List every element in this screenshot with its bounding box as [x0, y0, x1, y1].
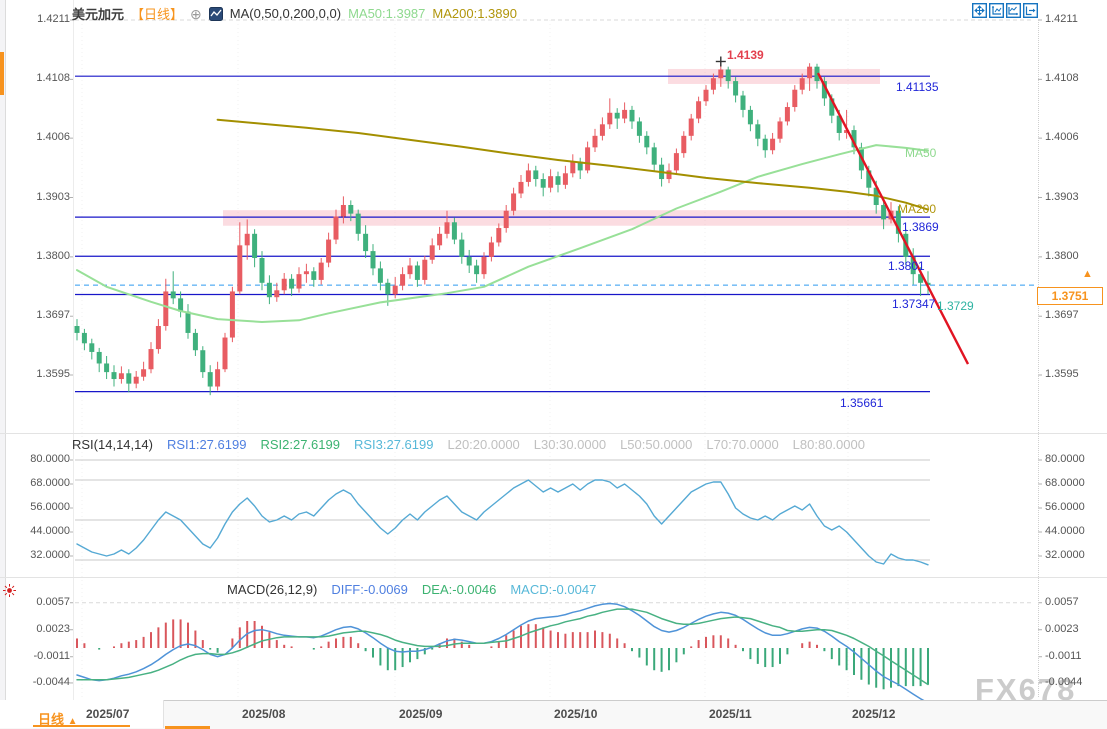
current-price-badge: 1.3751 [1037, 287, 1103, 305]
axis-label: 1.4108 [36, 72, 70, 85]
axis-label: -0.0011 [1045, 649, 1082, 662]
rsi2-value-label: RSI2:27.6199 [260, 437, 340, 452]
time-axis-label: 2025/09 [399, 707, 443, 721]
axis-label: 1.3595 [36, 368, 70, 380]
rsi-level-label: L70:70.0000 [706, 437, 779, 452]
price-marker-arrow-icon: ▲ [1082, 268, 1093, 280]
axis-label: 56.0000 [1045, 501, 1085, 513]
axis-label: 1.3800 [36, 249, 70, 262]
axis-label: 1.3800 [1045, 249, 1079, 262]
left-scroll-thumb[interactable] [0, 52, 4, 95]
axis-label: 1.3595 [1045, 368, 1079, 380]
rsi-level-label: L50:50.0000 [620, 437, 693, 452]
chart-type-icon[interactable] [208, 6, 223, 21]
price-axis-border [73, 0, 74, 700]
rsi-level-label: L20:20.0000 [447, 437, 520, 452]
period-label: 【日线】 [131, 7, 184, 22]
axis-label: 1.4006 [1045, 131, 1079, 144]
period-tab-underline [33, 725, 130, 727]
axis-label: 44.0000 [1045, 525, 1085, 537]
time-axis-label: 2025/10 [554, 707, 598, 721]
price-level-label: 1.41135 [896, 80, 939, 94]
panel-separator-macd [0, 577, 1107, 578]
rsi-level-labels: L20:20.0000 L30:30.0000 L50:50.0000 L70:70.… [447, 437, 864, 452]
chart-toolbar [972, 3, 1038, 18]
horizontal-scrollbar-thumb[interactable] [165, 726, 210, 729]
price-level-label: 1.4139 [727, 48, 764, 62]
diff-value-label: DIFF:-0.0069 [331, 582, 408, 597]
time-axis-bar [0, 700, 1107, 729]
axis-label: 80.0000 [1045, 453, 1085, 465]
macd-indicator-header: MACD(26,12,9) DIFF:-0.0069 DEA:-0.0046 M… [227, 582, 596, 597]
macd-value-label: MACD:-0.0047 [510, 582, 597, 597]
rsi-level-label: L30:30.0000 [533, 437, 607, 452]
price-level-label: MA200 [898, 202, 937, 216]
price-level-label: 1.37347 [892, 297, 936, 311]
time-axis-label: 2025/08 [242, 707, 286, 721]
time-axis-label: 2025/12 [852, 707, 896, 721]
price-axis-chart-icon[interactable] [989, 3, 1004, 18]
rsi3-value-label: RSI3:27.6199 [353, 437, 434, 452]
axis-label: 1.4108 [1045, 72, 1079, 85]
axis-label: 32.0000 [30, 549, 70, 561]
macd-name-label: MACD(26,12,9) [227, 582, 318, 597]
axis-label: 0.0023 [36, 622, 70, 635]
price-level-label: 1.35661 [840, 396, 884, 410]
axis-label: -0.0011 [33, 649, 71, 662]
axis-label: 1.3903 [36, 190, 70, 203]
rsi-level-label: L80:80.0000 [792, 437, 865, 452]
axis-label: 0.0023 [1045, 622, 1079, 635]
left-scroll-strip [0, 0, 6, 700]
time-axis-label: 2025/11 [709, 707, 752, 721]
axis-label: 1.3697 [1045, 309, 1079, 322]
rsi1-value-label: RSI1:27.6199 [166, 437, 247, 452]
axis-label: 1.4211 [37, 13, 70, 25]
axis-label: 0.0057 [1045, 595, 1079, 608]
axis-label: 44.0000 [30, 525, 70, 537]
symbol-name: 美元加元 [72, 7, 125, 22]
axis-label: 1.3697 [36, 309, 70, 322]
axis-label: 0.0057 [36, 595, 70, 608]
ma-settings-label: MA(0,50,0,200,0,0) [229, 6, 342, 21]
axis-label: 68.0000 [1045, 477, 1085, 489]
ma200-value-label: MA200:1.3890 [432, 6, 517, 21]
axis-label: 56.0000 [30, 501, 70, 513]
period-tab-daily[interactable]: 日线 ▲ [38, 712, 78, 727]
export-chart-icon[interactable] [1023, 3, 1038, 18]
ma50-value-label: MA50:1.3987 [348, 6, 426, 21]
axis-label: 1.4006 [36, 131, 70, 144]
axis-label: 1.4211 [1045, 13, 1078, 25]
chart-header: 美元加元 【日线】 ⊕ MA(0,50,0,200,0,0) MA50:1.39… [72, 4, 517, 23]
macd-indicator-icon[interactable] [2, 583, 17, 598]
dea-value-label: DEA:-0.0046 [421, 582, 497, 597]
right-axis-border [1038, 20, 1039, 697]
price-level-label: MA50 [905, 146, 937, 160]
axis-label: -0.0044 [1045, 675, 1083, 688]
time-axis-chart-icon[interactable] [1006, 3, 1021, 18]
time-axis-label: 2025/07 [86, 707, 130, 721]
axis-label: 1.3903 [1045, 190, 1079, 203]
rsi-name-label: RSI(14,14,14) [72, 437, 153, 452]
tab-dropdown-arrow-icon: ▲ [67, 716, 78, 727]
move-crosshair-icon[interactable] [972, 3, 987, 18]
price-level-label: 1.3729 [937, 299, 974, 313]
price-level-label: 1.3869 [902, 220, 939, 234]
axis-label: -0.0044 [32, 675, 70, 688]
add-indicator-icon[interactable]: ⊕ [190, 5, 202, 22]
rsi-indicator-header: RSI(14,14,14) RSI1:27.6199 RSI2:27.6199 … [72, 437, 865, 452]
axis-label: 32.0000 [1045, 549, 1085, 561]
axis-label: 68.0000 [30, 477, 70, 489]
price-level-label: 1.3801 [888, 259, 925, 273]
panel-separator-rsi [0, 433, 1107, 434]
period-tab-zone [0, 700, 164, 728]
axis-label: 80.0000 [30, 453, 70, 465]
